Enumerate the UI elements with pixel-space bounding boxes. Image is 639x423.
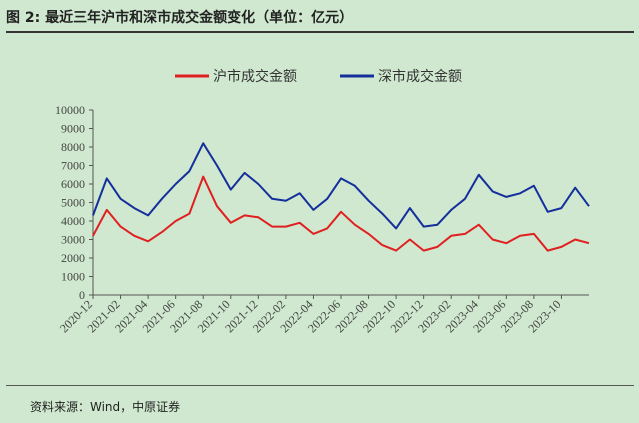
y-tick-label: 4000 (61, 214, 85, 228)
axes: 0 1000 2000 3000 4000 5000 6000 7000 8000 9000 100… (55, 103, 589, 335)
y-tick-label: 1000 (61, 270, 85, 284)
series-line-sh (92, 175, 590, 252)
y-tick-label: 9000 (61, 122, 85, 136)
figure-title: 图 2: 最近三年沪市和深市成交金额变化（单位：亿元） (6, 10, 354, 26)
y-tick-label: 5000 (61, 196, 85, 210)
y-tick-label: 2000 (61, 251, 85, 265)
legend-label-sh: 沪市成交金额 (213, 68, 297, 85)
top-divider (6, 31, 634, 33)
y-tick-label: 7000 (61, 159, 85, 173)
chart-area: 沪市成交金额 深市成交金额 0 1000 2000 3000 4000 5000 6000 70… (0, 36, 639, 384)
series-lines (92, 142, 590, 252)
source-note: 资料来源：Wind，中原证券 (30, 400, 181, 414)
legend-label-sz: 深市成交金额 (378, 68, 462, 85)
y-tick-label: 6000 (61, 177, 85, 191)
series-line-sz (92, 142, 590, 230)
bottom-divider (6, 385, 634, 386)
y-tick-label: 0 (79, 288, 85, 302)
y-tick-label: 3000 (61, 233, 85, 247)
line-chart: 沪市成交金额 深市成交金额 0 1000 2000 3000 4000 5000 6000 70… (55, 68, 590, 335)
legend: 沪市成交金额 深市成交金额 (175, 68, 462, 85)
y-tick-label: 8000 (61, 140, 85, 154)
y-tick-label: 10000 (55, 103, 85, 117)
